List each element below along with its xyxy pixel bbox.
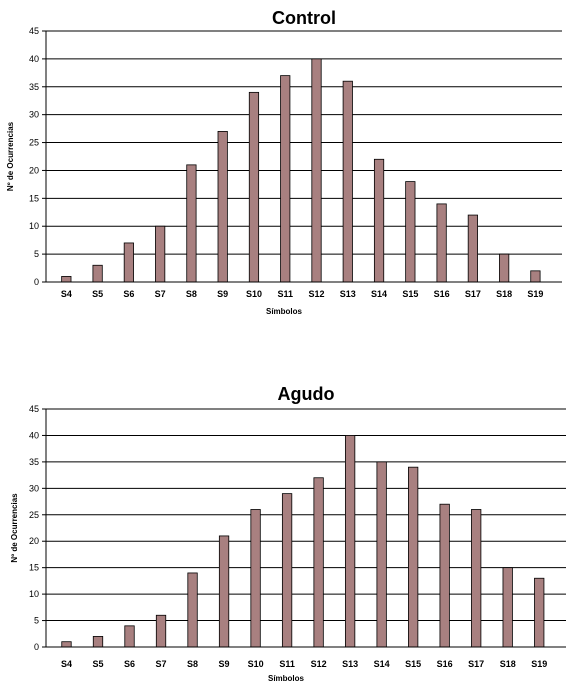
x-tick-label: S12: [309, 289, 325, 299]
y-tick-label: 45: [29, 404, 39, 414]
bar-S15: [408, 466, 419, 648]
x-tick-label: S15: [405, 659, 421, 669]
x-tick-label: S4: [61, 289, 72, 299]
x-tick-label: S8: [186, 289, 197, 299]
bar-S7: [155, 614, 167, 648]
bar-S11: [281, 493, 293, 648]
x-tick-label: S9: [219, 659, 230, 669]
y-tick-label: 35: [29, 457, 39, 467]
y-tick-label: 15: [29, 563, 39, 573]
bar-S9: [217, 130, 228, 283]
x-axis-label: Símbolos: [266, 307, 303, 316]
x-tick-label: S10: [246, 289, 262, 299]
x-tick-label: S8: [187, 659, 198, 669]
y-axis-label: Nº de Ocurrencias: [10, 493, 19, 563]
bar-S4: [61, 641, 72, 648]
bar-S8: [187, 572, 198, 648]
bar-S6: [124, 625, 135, 648]
y-tick-label: 40: [29, 430, 39, 440]
bar-S13: [344, 435, 356, 648]
x-tick-label: S13: [340, 289, 356, 299]
bar-S7: [155, 225, 166, 283]
bar-S14: [373, 158, 385, 283]
bar-S9: [218, 535, 230, 648]
x-tick-label: S4: [61, 659, 72, 669]
chart-title: Agudo: [278, 384, 335, 404]
bar-S5: [92, 264, 103, 283]
y-axis-label: Nº de Ocurrencias: [6, 121, 15, 191]
x-tick-label: S6: [124, 659, 135, 669]
y-tick-label: 40: [29, 54, 39, 64]
y-tick-label: 30: [29, 110, 39, 120]
y-tick-label: 25: [29, 510, 39, 520]
y-tick-label: 5: [34, 249, 39, 259]
bar-S6: [123, 242, 134, 283]
x-tick-label: S16: [434, 289, 450, 299]
x-tick-label: S16: [437, 659, 453, 669]
bar-S12: [313, 477, 324, 648]
bar-S19: [534, 577, 545, 648]
x-tick-label: S6: [123, 289, 134, 299]
bar-S13: [342, 80, 353, 283]
x-tick-label: S5: [92, 659, 103, 669]
y-tick-label: 0: [34, 277, 39, 287]
bar-S16: [436, 203, 447, 283]
control-chart: Control 0 5 10 15 20 25 30 35 40 45 S4 S5 S6 S7 S8 S9 S10…: [6, 8, 562, 316]
x-tick-label: S11: [277, 289, 293, 299]
bar-S18: [502, 567, 513, 648]
bar-S17: [471, 509, 482, 648]
x-tick-label: S17: [468, 659, 484, 669]
x-tick-label: S15: [402, 289, 418, 299]
x-tick-label: S9: [217, 289, 228, 299]
bar-S8: [186, 164, 197, 283]
bar-S10: [248, 91, 260, 283]
bar-S5: [92, 636, 104, 648]
y-tick-label: 5: [34, 616, 39, 626]
x-tick-label: S17: [465, 289, 481, 299]
x-tick-label: S18: [496, 289, 512, 299]
bar-S11: [280, 75, 291, 283]
bar-S15: [405, 181, 416, 283]
bar-S17: [467, 214, 478, 283]
agudo-chart: Agudo 0 5 10 15 20 25 30 35 40 45 S4 S5 S6 S7 S8 S9 S10 S1…: [10, 384, 566, 683]
chart-title: Control: [272, 8, 336, 28]
x-tick-label: S5: [92, 289, 103, 299]
x-tick-label: S7: [155, 289, 166, 299]
x-tick-label: S12: [311, 659, 327, 669]
x-tick-label: S11: [279, 659, 295, 669]
y-tick-label: 30: [29, 483, 39, 493]
y-tick-label: 10: [29, 221, 39, 231]
y-tick-label: 15: [29, 193, 39, 203]
bar-S14: [376, 461, 387, 648]
bar-S18: [499, 253, 510, 283]
y-tick-label: 10: [29, 589, 39, 599]
x-tick-label: S7: [156, 659, 167, 669]
y-tick-label: 25: [29, 138, 39, 148]
x-tick-label: S19: [531, 659, 547, 669]
y-tick-label: 20: [29, 165, 39, 175]
x-tick-label: S19: [527, 289, 543, 299]
y-tick-label: 45: [29, 26, 39, 36]
y-tick-label: 0: [34, 642, 39, 652]
x-tick-label: S18: [500, 659, 516, 669]
x-tick-label: S10: [248, 659, 264, 669]
x-tick-label: S14: [374, 659, 390, 669]
x-axis-label: Símbolos: [268, 674, 305, 683]
bar-S16: [439, 503, 450, 648]
y-tick-label: 35: [29, 82, 39, 92]
x-tick-label: S14: [371, 289, 387, 299]
bar-S10: [250, 509, 261, 648]
y-tick-label: 20: [29, 536, 39, 546]
x-tick-label: S13: [342, 659, 358, 669]
bar-S4: [61, 276, 72, 283]
bar-S19: [530, 270, 541, 283]
bar-S12: [311, 58, 322, 283]
